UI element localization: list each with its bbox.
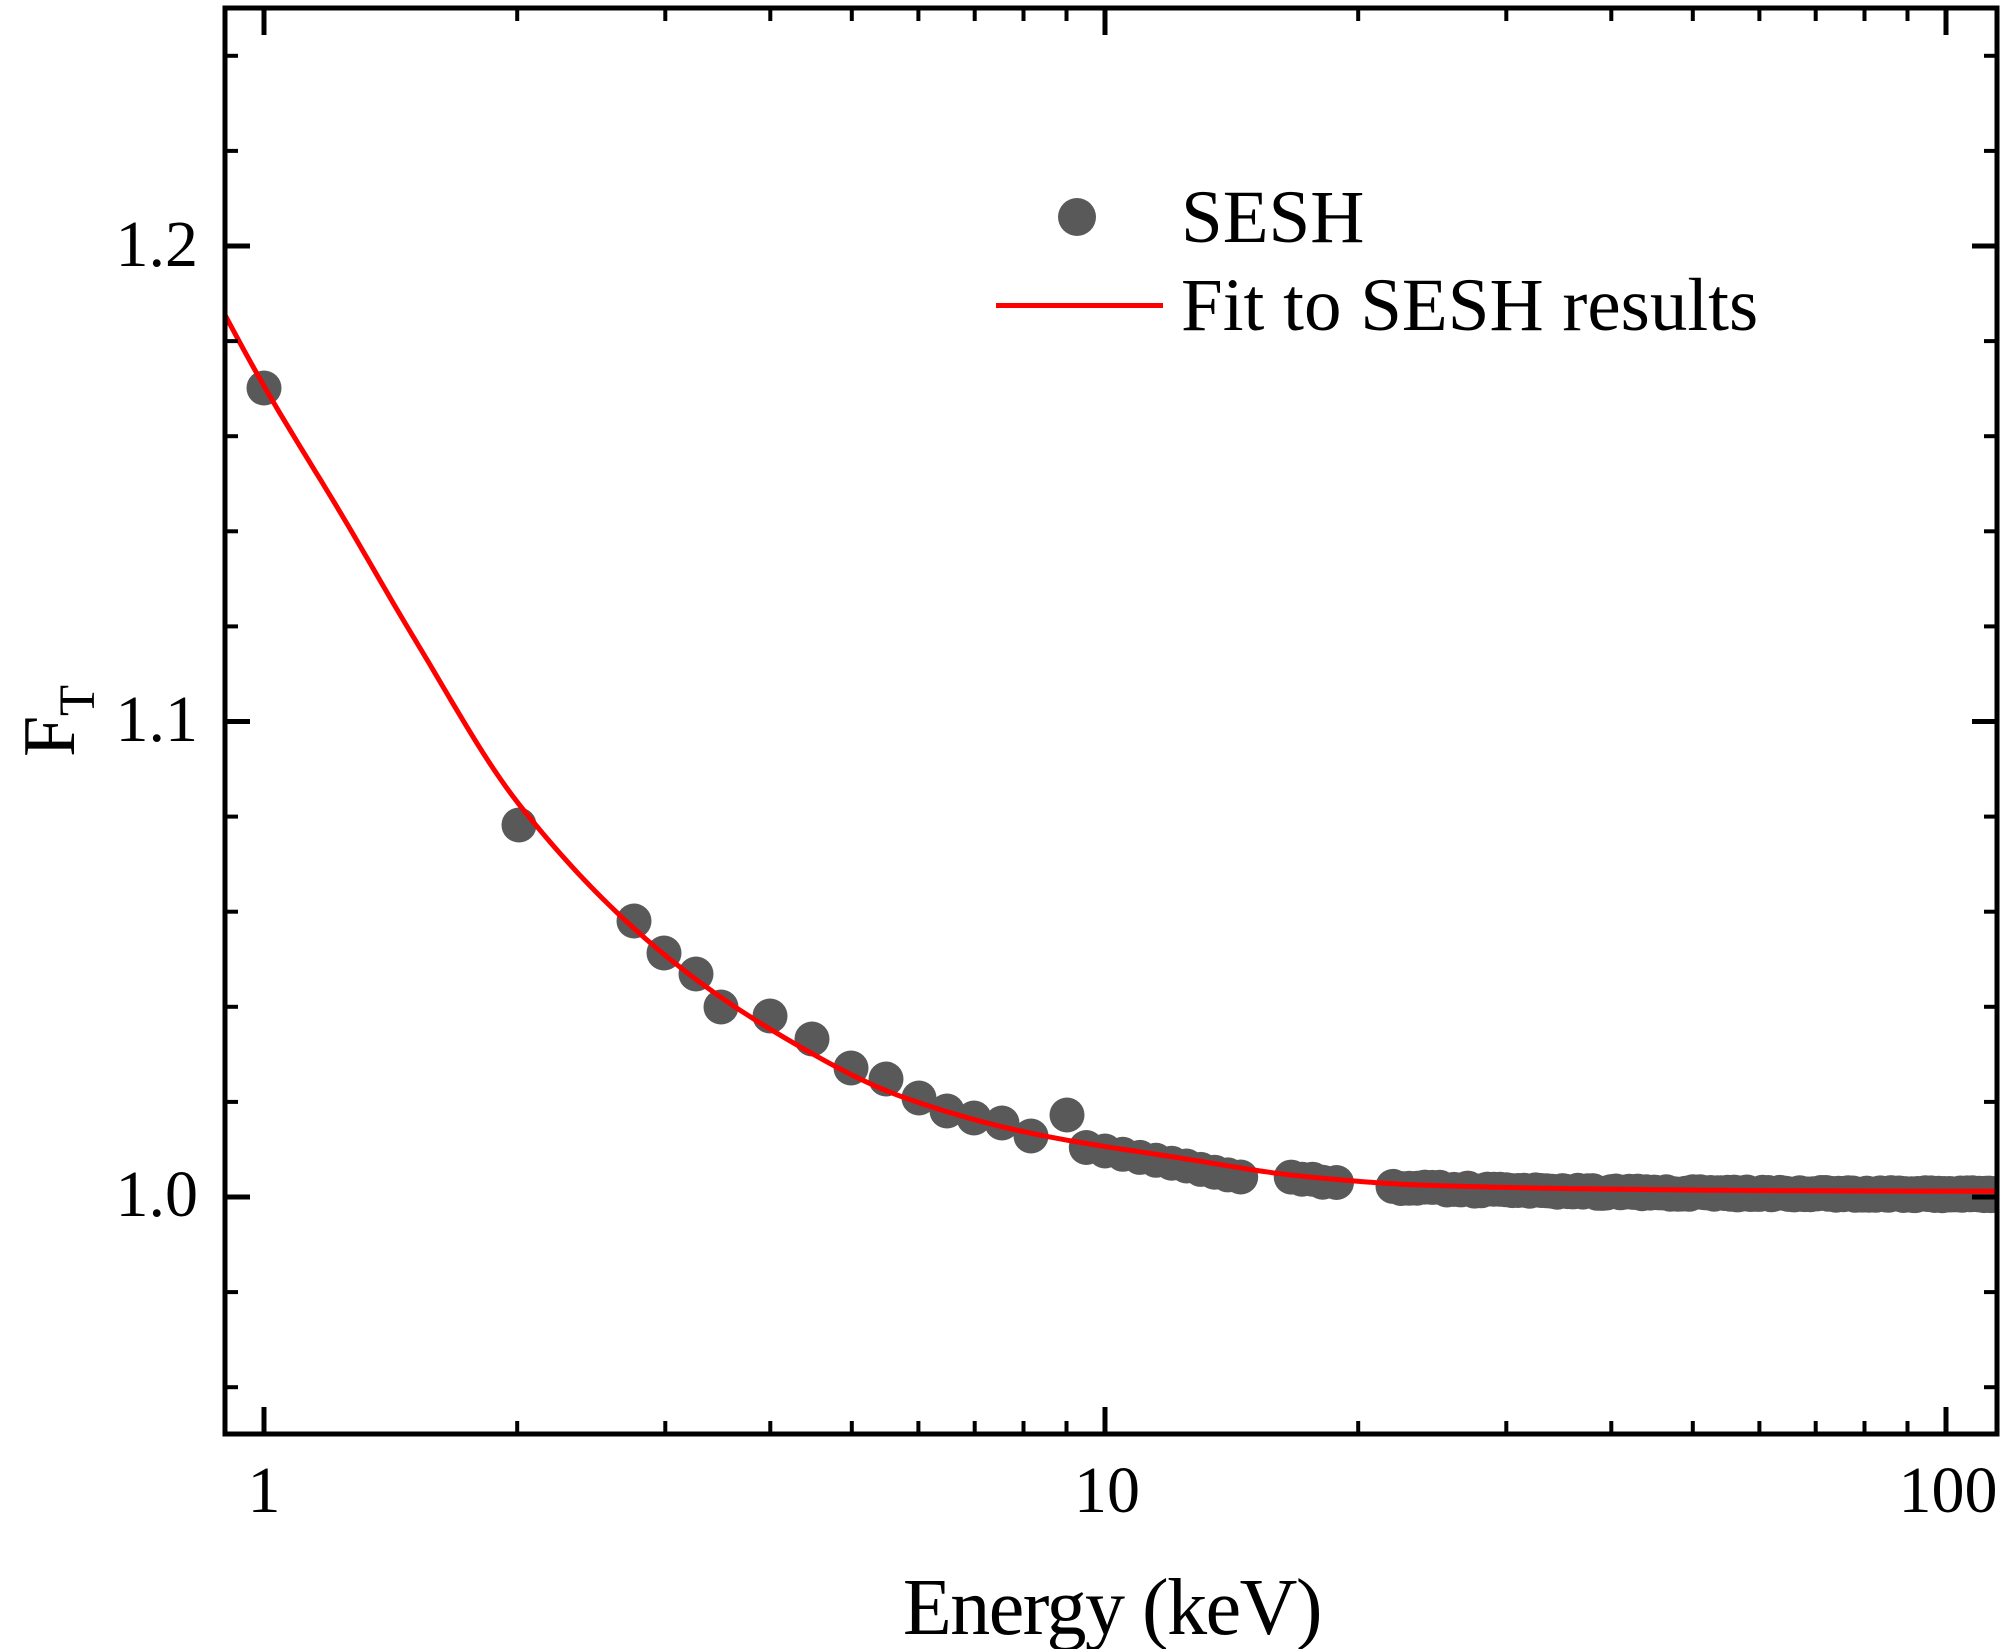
svg-text:100: 100 — [1899, 1454, 1998, 1527]
svg-text:1.1: 1.1 — [116, 683, 199, 756]
svg-text:Energy (keV): Energy (keV) — [903, 1564, 1321, 1649]
svg-text:SESH: SESH — [1181, 176, 1364, 259]
svg-text:1.2: 1.2 — [116, 208, 199, 281]
svg-text:1: 1 — [248, 1454, 281, 1527]
svg-text:F: F — [9, 716, 91, 757]
svg-text:T: T — [50, 685, 106, 716]
svg-text:10: 10 — [1074, 1454, 1140, 1527]
svg-text:1.0: 1.0 — [116, 1158, 199, 1231]
svg-text:Fit to SESH results: Fit to SESH results — [1181, 264, 1758, 347]
